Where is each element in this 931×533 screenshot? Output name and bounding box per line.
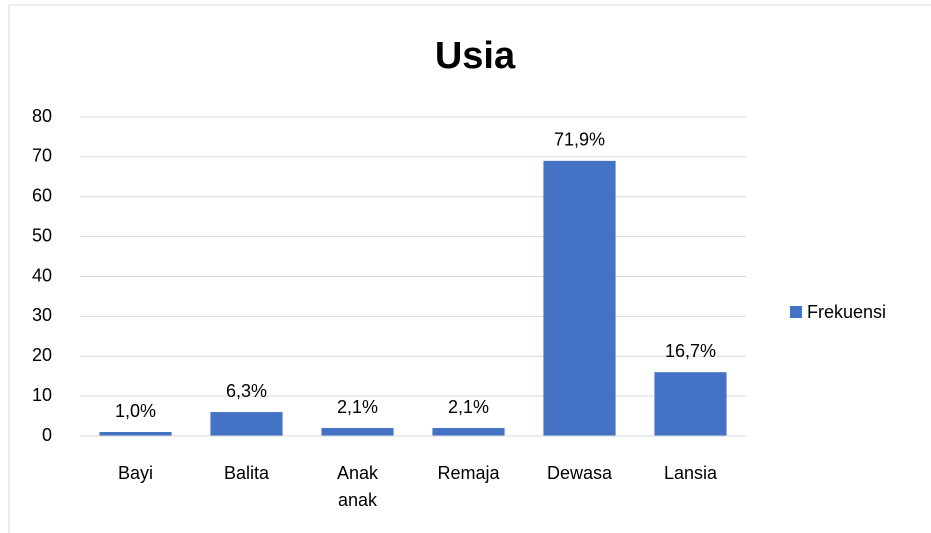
bar	[99, 432, 172, 436]
y-tick-label: 10	[32, 385, 52, 405]
data-label: 6,3%	[226, 381, 267, 401]
data-label: 16,7%	[665, 341, 716, 361]
y-tick-label: 50	[32, 225, 52, 245]
bar	[210, 412, 283, 436]
y-tick-label: 60	[32, 186, 52, 206]
chart-title: Usia	[435, 35, 516, 77]
data-label: 1,0%	[115, 401, 156, 421]
bar	[543, 160, 616, 437]
legend-swatch	[790, 306, 802, 318]
x-tick-label: Balita	[223, 463, 270, 483]
x-tick-label: Bayi	[117, 463, 153, 483]
bar	[432, 428, 505, 436]
bar	[321, 428, 394, 436]
y-tick-label: 40	[32, 265, 52, 285]
x-tick-label: Dewasa	[546, 463, 613, 483]
y-tick-label: 30	[32, 305, 52, 325]
x-tick-label: Anak anak	[336, 463, 379, 510]
legend-label: Frekuensi	[807, 302, 886, 322]
data-label: 2,1%	[337, 397, 378, 417]
y-tick-label: 70	[32, 146, 52, 166]
x-tick-label: Remaja	[437, 463, 500, 483]
bar	[654, 372, 727, 436]
y-tick-label: 0	[42, 425, 52, 445]
data-label: 71,9%	[554, 130, 605, 150]
x-tick-label: Lansia	[663, 463, 718, 483]
y-tick-label: 80	[32, 106, 52, 126]
y-tick-label: 20	[32, 345, 52, 365]
data-label: 2,1%	[448, 397, 489, 417]
